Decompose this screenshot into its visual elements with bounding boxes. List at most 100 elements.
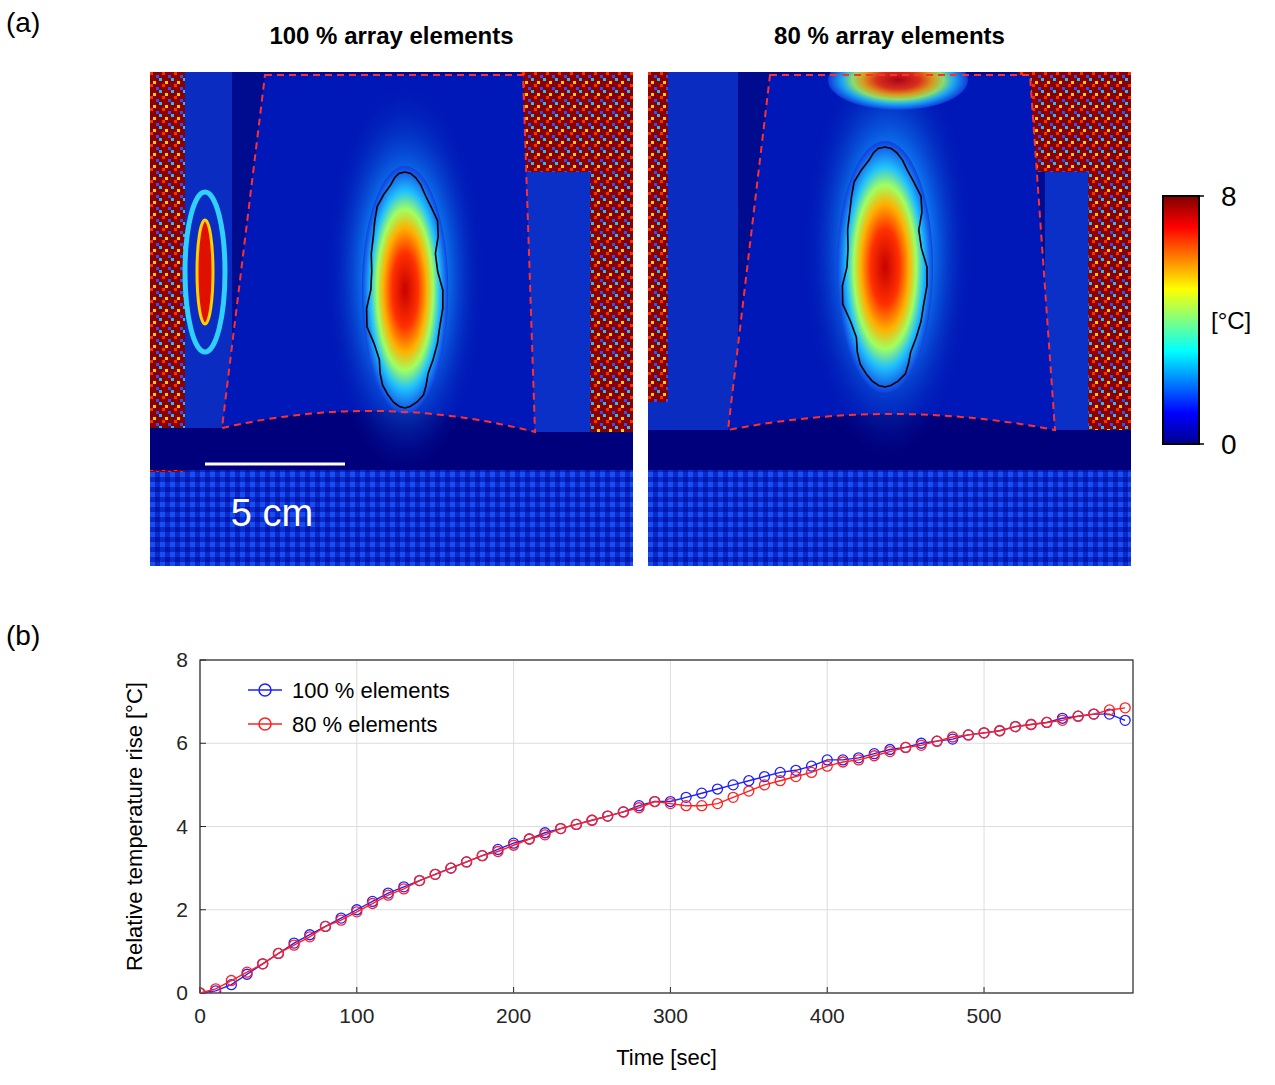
data-point (273, 948, 283, 958)
tick (827, 987, 828, 993)
legend-label: 80 % elements (292, 712, 438, 737)
tick (984, 987, 985, 993)
tick-label: 2 (176, 898, 188, 921)
data-point (791, 772, 801, 782)
data-point (1026, 720, 1036, 730)
tick (513, 987, 514, 993)
colorbar (1163, 196, 1199, 444)
data-point (1057, 715, 1067, 725)
data-point (430, 869, 440, 879)
data-point (728, 780, 738, 790)
data-point (1042, 717, 1052, 727)
data-point (854, 755, 864, 765)
data-point (493, 846, 503, 856)
data-point (289, 940, 299, 950)
colorbar-tick-label: 0 (1221, 429, 1237, 460)
axis-title: Time [sec] (616, 1045, 717, 1070)
data-point (838, 757, 848, 767)
data-point (712, 799, 722, 809)
data-point (995, 726, 1005, 736)
data-point (1120, 715, 1130, 725)
data-point (587, 815, 597, 825)
data-point (399, 884, 409, 894)
data-point (822, 761, 832, 771)
data-point (258, 959, 268, 969)
data-point (524, 834, 534, 844)
figure: (a) (b) 100 % array elements 80 % array ele… (0, 0, 1275, 1085)
plot-area (200, 660, 1133, 993)
colorbar-tick (1199, 443, 1204, 445)
series-group (200, 703, 1130, 993)
colorbar-label: [°C] (1211, 307, 1251, 334)
data-point (367, 899, 377, 909)
tick (200, 743, 206, 744)
data-point (509, 840, 519, 850)
data-point (807, 767, 817, 777)
data-point (320, 921, 330, 931)
data-point (1120, 703, 1130, 713)
series-line (200, 714, 1125, 993)
data-point (540, 830, 550, 840)
legend-marker (259, 718, 271, 730)
data-point (242, 967, 252, 977)
data-point (665, 799, 675, 809)
data-point (446, 863, 456, 873)
panel-letter: (a) (6, 7, 40, 38)
tick (200, 909, 206, 910)
colorbar-tick (1199, 195, 1204, 197)
data-point (744, 786, 754, 796)
tick (670, 987, 671, 993)
data-point (211, 984, 221, 993)
tick-label: 100 (339, 1004, 374, 1027)
plot-frame (200, 660, 1133, 993)
legend-line (248, 723, 282, 725)
data-point (305, 932, 315, 942)
data-point (352, 907, 362, 917)
data-point (744, 776, 754, 786)
scale-bar (205, 463, 345, 466)
data-point (775, 776, 785, 786)
legend-label: 100 % elements (292, 678, 450, 703)
tick (356, 987, 357, 993)
grid-line (200, 743, 1133, 744)
tick-label: 4 (176, 815, 188, 838)
data-point (1073, 711, 1083, 721)
tick-label: 300 (653, 1004, 688, 1027)
data-point (1089, 709, 1099, 719)
tick-label: 6 (176, 731, 188, 754)
data-point (462, 857, 472, 867)
grid-line (200, 826, 1133, 827)
scale-bar-label: 5 cm (231, 492, 313, 534)
data-point (963, 730, 973, 740)
tick-label: 200 (496, 1004, 531, 1027)
data-point (760, 780, 770, 790)
data-point (885, 747, 895, 757)
data-point (650, 797, 660, 807)
data-point (477, 851, 487, 861)
axis-title: Relative temperature rise [°C] (122, 682, 147, 971)
data-point (634, 803, 644, 813)
thermal-map (648, 72, 1131, 566)
data-point (383, 890, 393, 900)
data-point (697, 801, 707, 811)
data-point (916, 740, 926, 750)
data-point (869, 751, 879, 761)
grid-line (200, 909, 1133, 910)
data-point (1010, 722, 1020, 732)
panel-letter: (b) (6, 620, 40, 651)
data-point (571, 819, 581, 829)
tick-label: 500 (967, 1004, 1002, 1027)
thermal-map (150, 72, 633, 566)
data-point (948, 732, 958, 742)
tick-label: 0 (176, 981, 188, 1004)
data-point (200, 988, 205, 993)
data-point (979, 728, 989, 738)
panel-title: 80 % array elements (774, 22, 1005, 49)
data-point (712, 784, 722, 794)
data-point (697, 788, 707, 798)
legend-marker (259, 684, 271, 696)
data-point (932, 736, 942, 746)
data-point (1104, 705, 1114, 715)
panel-title: 100 % array elements (269, 22, 513, 49)
data-point (901, 742, 911, 752)
